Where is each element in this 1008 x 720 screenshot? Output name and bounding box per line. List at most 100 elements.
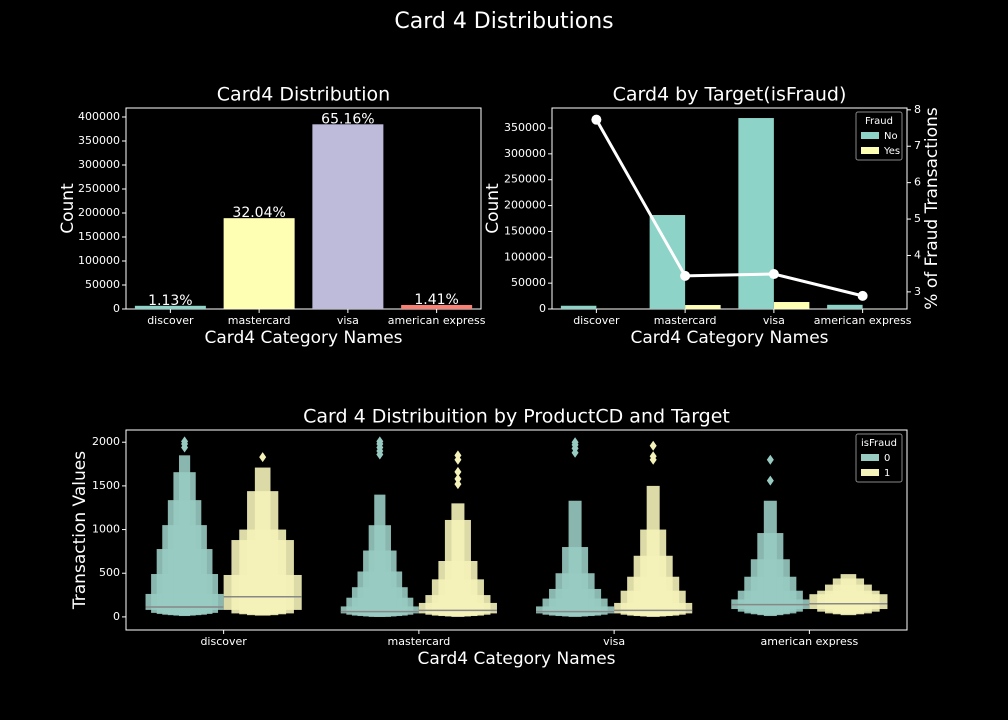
- y-axis-label: Transaction Values: [70, 451, 90, 610]
- y2-tick-label: 5: [914, 212, 921, 225]
- legend-label: 1: [884, 468, 890, 479]
- bar: [685, 305, 721, 309]
- y-tick-label: 500: [99, 566, 120, 579]
- y2-tick-label: 8: [914, 103, 921, 116]
- boxen-level: [646, 485, 660, 617]
- bar: [401, 305, 473, 309]
- legend-swatch: [861, 147, 879, 154]
- x-tick-label: american express: [814, 314, 912, 327]
- boxen-level: [763, 500, 777, 617]
- bar: [134, 305, 206, 309]
- bar-annotation: 32.04%: [232, 205, 285, 221]
- boxen-outlier: [571, 437, 579, 448]
- y-tick-label: 1500: [92, 479, 120, 492]
- bar: [223, 218, 295, 309]
- legend-title: Fraud: [865, 116, 893, 127]
- axes-frame: [125, 107, 482, 310]
- line-point: [591, 114, 602, 125]
- y-tick-label: 400000: [78, 110, 120, 123]
- y2-axis-label: % of Fraud Transactions: [922, 107, 942, 310]
- y2-tick-label: 3: [914, 285, 921, 298]
- y-tick-label: 250000: [78, 182, 120, 195]
- y-tick-label: 200000: [504, 199, 546, 212]
- boxen-level: [374, 494, 386, 617]
- y-tick-label: 50000: [511, 276, 546, 289]
- axes-title: Card4 Distribution: [217, 84, 390, 106]
- x-tick-label: mastercard: [228, 314, 291, 327]
- y-axis-label: Count: [58, 183, 78, 234]
- line-point: [680, 270, 691, 281]
- bar-annotation: 65.16%: [321, 111, 374, 127]
- boxen-outlier: [649, 440, 657, 451]
- y-tick-label: 200000: [78, 206, 120, 219]
- x-axis-label: Card4 Category Names: [204, 328, 402, 348]
- line: [595, 118, 863, 298]
- boxen-level: [840, 574, 857, 616]
- legend-title: isFraud: [861, 438, 897, 449]
- boxen-level: [568, 500, 582, 617]
- legend-label: 0: [884, 453, 890, 464]
- y-tick-label: 350000: [504, 121, 546, 134]
- y-tick-label: 0: [539, 302, 546, 315]
- legend-label: Yes: [883, 146, 900, 157]
- x-axis-label: Card4 Category Names: [417, 649, 615, 669]
- bar-annotation: 1.13%: [148, 293, 192, 309]
- boxen-outlier: [454, 473, 462, 484]
- bar: [738, 118, 774, 310]
- y-tick-label: 300000: [78, 158, 120, 171]
- boxen-outlier: [454, 450, 462, 461]
- legend-swatch: [861, 132, 879, 139]
- y-tick-label: 1000: [92, 523, 120, 536]
- bar-annotation: 1.41%: [414, 292, 458, 308]
- x-tick-label: american express: [388, 314, 486, 327]
- line-point: [768, 269, 779, 280]
- bar: [312, 124, 384, 310]
- figure-title: Card 4 Distributions: [394, 9, 613, 34]
- boxen-outlier: [454, 479, 462, 490]
- boxen-outlier: [766, 454, 774, 465]
- y2-tick-label: 6: [914, 176, 921, 189]
- boxen-level: [254, 467, 271, 616]
- y-tick-label: 0: [113, 302, 120, 315]
- x-axis-label: Card4 Category Names: [630, 328, 828, 348]
- boxen-level: [451, 503, 465, 617]
- y-tick-label: 2000: [92, 435, 120, 448]
- bar: [560, 305, 597, 309]
- legend-label: No: [884, 131, 898, 142]
- boxen-outlier: [259, 452, 267, 463]
- y-tick-label: 50000: [85, 278, 120, 291]
- axes-frame: [551, 107, 908, 310]
- x-tick-label: discover: [200, 635, 247, 648]
- y-tick-label: 300000: [504, 147, 546, 160]
- bar: [827, 304, 863, 309]
- bar: [649, 215, 686, 309]
- y-tick-label: 100000: [78, 254, 120, 267]
- y-tick-label: 150000: [78, 230, 120, 243]
- y-tick-label: 100000: [504, 250, 546, 263]
- boxen-level: [178, 455, 191, 617]
- y2-tick-label: 4: [914, 248, 921, 261]
- x-tick-label: mastercard: [654, 314, 717, 327]
- x-tick-label: american express: [761, 635, 859, 648]
- x-tick-label: mastercard: [388, 635, 451, 648]
- line-point: [857, 290, 868, 301]
- legend-swatch: [861, 469, 879, 476]
- x-tick-label: discover: [147, 314, 194, 327]
- axes-title: Card4 by Target(isFraud): [613, 84, 847, 106]
- y-tick-label: 250000: [504, 173, 546, 186]
- boxen-outlier: [454, 466, 462, 477]
- y-tick-label: 350000: [78, 134, 120, 147]
- boxen-outlier: [649, 451, 657, 462]
- boxen-outlier: [376, 436, 384, 447]
- y-tick-label: 0: [113, 610, 120, 623]
- x-tick-label: visa: [763, 314, 785, 327]
- x-tick-label: visa: [337, 314, 359, 327]
- y2-tick-label: 7: [914, 139, 921, 152]
- x-tick-label: visa: [603, 635, 625, 648]
- legend-swatch: [861, 454, 879, 461]
- bar: [773, 302, 810, 309]
- axes-title: Card 4 Distribuition by ProductCD and Ta…: [303, 406, 730, 428]
- boxen-outlier: [766, 475, 774, 486]
- boxen-outlier: [181, 436, 189, 447]
